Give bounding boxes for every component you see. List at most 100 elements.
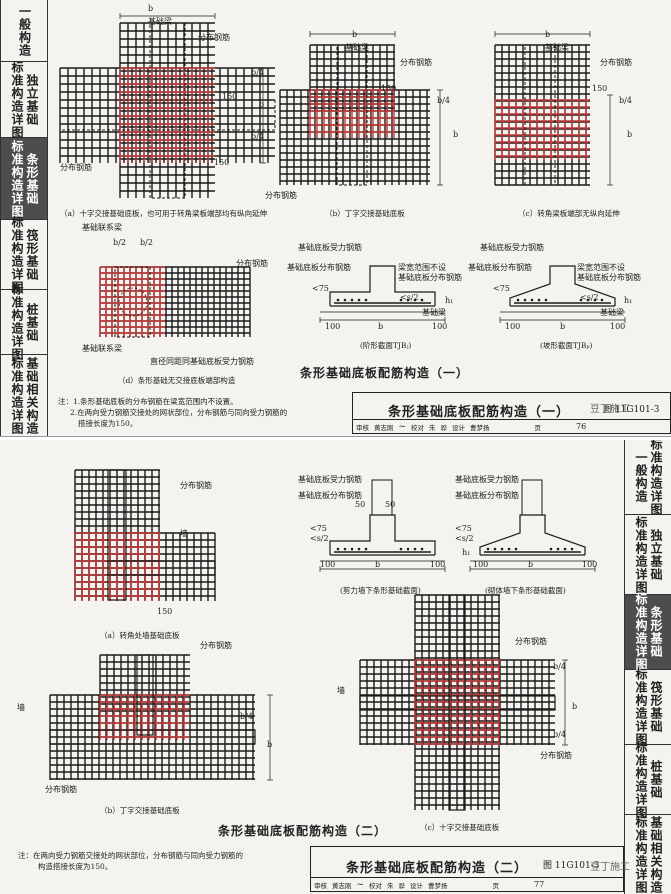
tab-isolated[interactable]: 标准构造详图 独立基础: [1, 61, 47, 139]
dim-150-e: 150: [157, 607, 173, 616]
tab-raft-2[interactable]: 标准构造详图 筏形基础: [625, 668, 671, 746]
dist-bar-dot: [486, 547, 490, 551]
label-wall-f: 墙: [17, 703, 25, 712]
dim-b4-g: b/4: [553, 662, 566, 671]
dist-bar-dot: [413, 298, 417, 302]
dim-b: b: [148, 4, 154, 13]
dist-bar-dot: [579, 298, 583, 302]
dist-bar-dot: [357, 547, 361, 551]
dist-bar-dot: [406, 298, 410, 302]
dim-b-b-side: b: [453, 130, 459, 139]
section-stepped: [319, 265, 446, 323]
atlas-number: 图 11G101-3: [603, 405, 660, 415]
caption-shear-wall: (剪力墙下条形基础截面): [340, 586, 421, 595]
approval-row-2: 审核 黄志刚 ~ 校对朱骅 设计 曹梦扬 页 77: [311, 877, 623, 891]
approval-row: 审核 黄志刚 ~ 校对朱骅 设计 曹梦扬 页 76: [353, 419, 670, 433]
dist-bar-dot: [399, 547, 403, 551]
tab-pile[interactable]: 标准构造详图 桩基础: [1, 283, 47, 361]
dim-50-l: 50: [355, 500, 366, 509]
drawing-a-corner-wall: [74, 469, 216, 601]
dim-b-b: b: [352, 30, 358, 39]
notes-2: 注：在两向受力钢筋交接处的网状部位，分布钢筋与同向受力钢筋的 构造搭接长度为15…: [18, 851, 243, 871]
dim-b4-g2: b/4: [553, 730, 566, 739]
dist-bar-dot: [544, 298, 548, 302]
wall-h: [107, 560, 216, 576]
dim-s2-p2b: <s/2: [455, 534, 474, 543]
label-slab-dist-2: 基础底板分布钢筋: [398, 273, 462, 282]
caption-masonry-wall: (砌体墙下条形基础截面): [485, 586, 566, 595]
dim-100-p2r: 100: [430, 560, 446, 569]
title-block-title-2: 条形基础底板配筋构造（二）: [346, 861, 529, 876]
tab-general-2[interactable]: 一般构造 标准构造详图: [625, 440, 671, 516]
tab-pile-2[interactable]: 标准构造详图 桩基础: [625, 741, 671, 819]
caption-sloped: (坡形截面TJBₚ): [540, 341, 593, 350]
dist-bar-dot: [507, 547, 511, 551]
tab-related[interactable]: 标准构造详图 基础相关构造: [10, 357, 39, 435]
label-dist-rebar-f2: 分布钢筋: [45, 785, 77, 794]
label-tie-beam-2: 基础联系梁: [82, 344, 122, 353]
label-dist-rebar-e: 分布钢筋: [180, 481, 212, 490]
dim-100-r2: 100: [610, 322, 626, 331]
dist-bar-dot: [364, 298, 368, 302]
label-foundation-beam-s1: 基础梁: [422, 308, 446, 317]
dim-150-b: 150: [381, 84, 397, 93]
title-block-1: 条形基础底板配筋构造（一） 图 11G101-3 审核 黄志刚 ~ 校对朱骅 设计…: [352, 392, 671, 434]
label-foundation-beam-b: 基础梁: [345, 43, 369, 52]
caption-p2-b: （b）丁字交接基础底板: [100, 806, 180, 815]
label-slab-main-p2: 基础底板受力钢筋: [298, 475, 362, 484]
page-number: 76: [576, 422, 587, 431]
section-masonry-wall: [469, 479, 596, 572]
dist-bar-dot: [600, 298, 604, 302]
title-block-title: 条形基础底板配筋构造（一）: [388, 405, 571, 420]
watermark-1: 豆丁施工: [590, 404, 630, 415]
dist-bar-dot: [420, 298, 424, 302]
label-dist-rebar: 分布钢筋: [198, 33, 230, 42]
dist-bar-dot: [343, 298, 347, 302]
section-sloped: [499, 265, 626, 323]
dim-s2-p2: <s/2: [310, 534, 329, 543]
dim-50-r: 50: [385, 500, 396, 509]
caption-stepped: (阶形截面TJBⱼ): [360, 341, 412, 350]
dim-b-s1: b: [378, 322, 384, 331]
tab-strip[interactable]: 标准构造详图 条形基础: [1, 138, 47, 220]
label-no-dist: 梁宽范围不设: [398, 263, 446, 272]
dim-lt75: <75: [312, 284, 329, 293]
dist-bar-dot: [556, 547, 560, 551]
dim-150-2: 150: [214, 158, 230, 167]
dim-b-f: b: [267, 740, 273, 749]
detail-circle: [118, 287, 148, 317]
dist-bar-dot: [514, 547, 518, 551]
drawing-d-end: [99, 266, 251, 338]
dist-bar-dot: [336, 298, 340, 302]
caption-c: （c）转角梁板端部无纵向延伸: [518, 209, 620, 218]
dist-bar-dot: [420, 547, 424, 551]
dim-h1-2: h₁: [624, 296, 633, 305]
watermark-2: 豆丁施工: [590, 862, 630, 873]
wall-cross-v: [448, 594, 466, 811]
tab-isolated-2[interactable]: 标准构造详图 独立基础: [625, 515, 671, 595]
dim-lt75-p2: <75: [310, 524, 327, 533]
tab-related-2[interactable]: 标准构造详图 基础相关构造: [634, 815, 663, 894]
tab-raft[interactable]: 标准构造详图 筏形基础: [1, 216, 47, 294]
label-foundation-beam-c: 基础梁: [545, 43, 569, 52]
page-76: 一般构造 标准构造详图 独立基础 标准构造详图 条形基础 标准构造详图 筏形基础…: [0, 0, 671, 437]
dist-bar-dot: [350, 298, 354, 302]
label-slab-dist-p2: 基础底板分布钢筋: [298, 491, 362, 500]
label-wall-e: 墙: [180, 529, 188, 538]
drawing-c-corner: [494, 31, 613, 186]
label-dist-rebar-c: 分布钢筋: [600, 58, 632, 67]
tab-strip-2[interactable]: 标准构造详图 条形基础: [625, 593, 671, 671]
beam-dashed-c: [524, 44, 556, 186]
dist-bar-dot: [516, 298, 520, 302]
dim-b2-right: b/2: [140, 238, 153, 247]
dim-b-c-side: b: [627, 130, 633, 139]
section-outline: [329, 265, 436, 306]
dim-h1: h₁: [445, 296, 454, 305]
page-number-2: 77: [534, 880, 545, 889]
dim-100-l2: 100: [505, 322, 521, 331]
tab-general[interactable]: 一般构造: [1, 0, 47, 62]
dist-bar-dot: [500, 547, 504, 551]
label-slab-dist-3: 基础底板分布钢筋: [468, 263, 532, 272]
dist-bar-dot: [493, 547, 497, 551]
wall-cross-h: [359, 695, 556, 711]
